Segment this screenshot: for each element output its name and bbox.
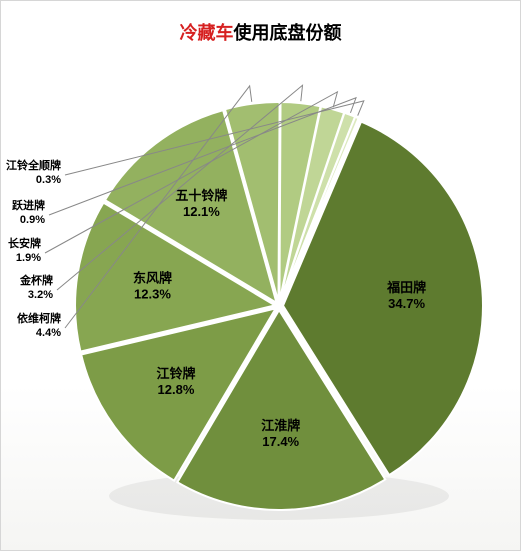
slice-label: 五十铃牌12.1% <box>175 188 227 219</box>
slice-label-outside: 金杯牌 3.2% <box>19 273 53 301</box>
slice-label: 江淮牌17.4% <box>261 418 300 449</box>
svg-text:17.4%: 17.4% <box>262 434 299 449</box>
svg-text:12.8%: 12.8% <box>158 382 195 397</box>
pie-chart: 福田牌34.7% 江淮牌17.4% 江铃牌12.8% 东风牌12.3% 五十铃牌12.1… <box>1 1 521 551</box>
slice-label-outside: 长安牌 1.9% <box>8 236 41 264</box>
svg-text:12.1%: 12.1% <box>183 204 220 219</box>
svg-text:3.2%: 3.2% <box>28 289 53 301</box>
svg-text:依维柯牌: 依维柯牌 <box>17 311 61 325</box>
svg-text:江铃牌: 江铃牌 <box>156 366 195 381</box>
svg-text:0.9%: 0.9% <box>20 214 45 226</box>
svg-text:长安牌: 长安牌 <box>8 236 41 250</box>
svg-text:东风牌: 东风牌 <box>133 270 172 285</box>
slice-label-outside: 依维柯牌 4.4% <box>17 311 61 339</box>
svg-text:跃进牌: 跃进牌 <box>12 198 45 212</box>
slice-label: 江铃牌12.8% <box>156 366 195 397</box>
slice-label-outside: 江铃全顺牌 0.3% <box>6 158 61 186</box>
svg-text:金杯牌: 金杯牌 <box>19 273 53 287</box>
svg-text:34.7%: 34.7% <box>388 296 425 311</box>
slice-label: 福田牌34.7% <box>386 280 426 311</box>
slice-label: 东风牌12.3% <box>133 270 172 301</box>
svg-text:0.3%: 0.3% <box>36 174 61 186</box>
svg-text:江淮牌: 江淮牌 <box>261 418 300 433</box>
svg-text:12.3%: 12.3% <box>134 286 171 301</box>
svg-text:五十铃牌: 五十铃牌 <box>175 188 227 203</box>
svg-text:4.4%: 4.4% <box>36 327 61 339</box>
slice-label-outside: 跃进牌 0.9% <box>12 198 45 226</box>
chart-container: 冷藏车使用底盘份额 福田牌34.7%江淮牌17.4%江铃牌12.8%东风牌12.… <box>0 0 521 551</box>
svg-text:福田牌: 福田牌 <box>386 280 426 295</box>
svg-text:1.9%: 1.9% <box>16 252 41 264</box>
svg-text:江铃全顺牌: 江铃全顺牌 <box>6 158 61 172</box>
